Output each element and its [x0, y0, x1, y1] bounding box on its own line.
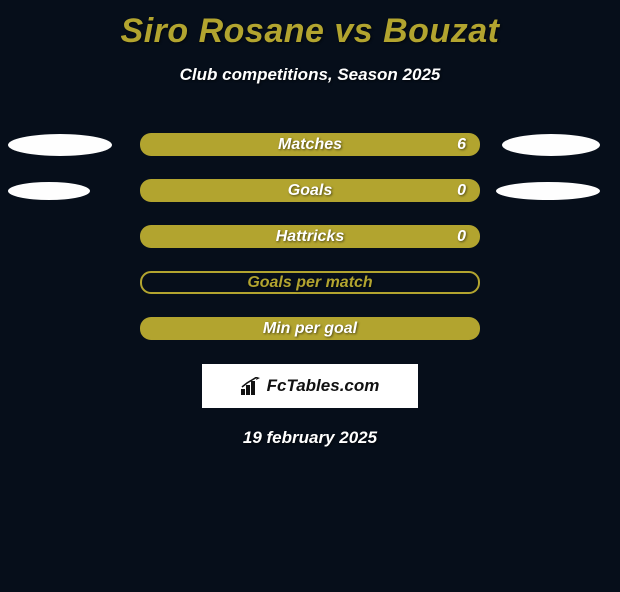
stat-row: Hattricks 0 [0, 225, 620, 248]
stat-row: Goals 0 [0, 179, 620, 202]
right-ellipse [502, 134, 600, 156]
logo-text: FcTables.com [267, 376, 380, 396]
stat-row: Matches 6 [0, 133, 620, 156]
stat-pill: Goals per match [140, 271, 480, 294]
stat-value: 6 [457, 136, 466, 154]
stat-rows: Matches 6 Goals 0 Hattricks 0 Goals per match M… [0, 133, 620, 340]
logo: FcTables.com [241, 376, 380, 396]
stat-label: Hattricks [276, 228, 344, 246]
stat-label: Min per goal [263, 320, 357, 338]
stat-pill: Min per goal [140, 317, 480, 340]
right-ellipse [496, 182, 600, 200]
stat-value: 0 [457, 228, 466, 246]
stat-pill: Matches 6 [140, 133, 480, 156]
stat-pill: Hattricks 0 [140, 225, 480, 248]
stat-row: Goals per match [0, 271, 620, 294]
stat-row: Min per goal [0, 317, 620, 340]
page-title: Siro Rosane vs Bouzat [0, 12, 620, 51]
left-ellipse [8, 182, 90, 200]
stat-label: Goals [288, 182, 332, 200]
page-subtitle: Club competitions, Season 2025 [0, 65, 620, 85]
stat-value: 0 [457, 182, 466, 200]
stat-pill: Goals 0 [140, 179, 480, 202]
page-date: 19 february 2025 [0, 428, 620, 448]
chart-icon [241, 377, 263, 395]
logo-box: FcTables.com [202, 364, 418, 408]
stat-label: Goals per match [247, 274, 372, 292]
left-ellipse [8, 134, 112, 156]
stat-label: Matches [278, 136, 342, 154]
